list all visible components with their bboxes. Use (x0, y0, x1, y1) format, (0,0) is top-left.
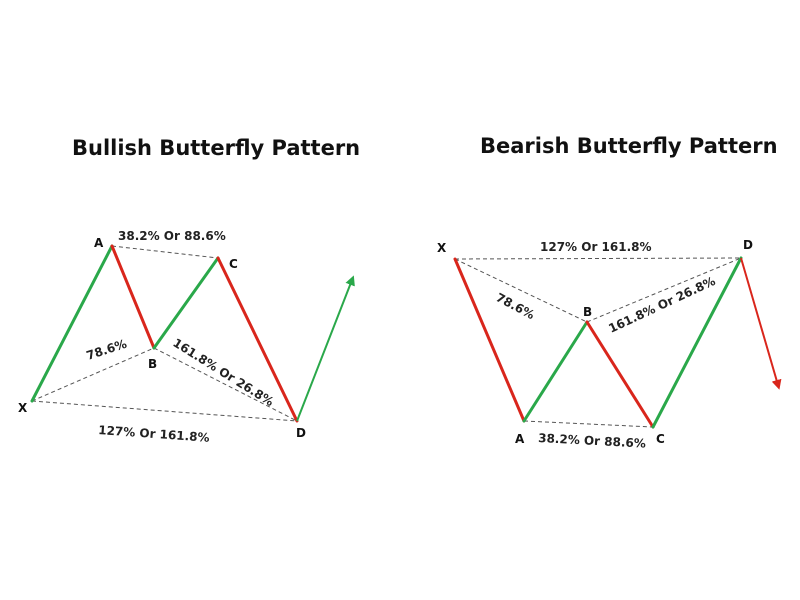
bullish-leg-ab (110, 244, 156, 350)
bearish-ac-dashed-line (523, 420, 654, 428)
bullish-xb-ratio: 78.6% (85, 337, 129, 363)
bearish-xb-ratio: 78.6% (494, 290, 537, 322)
bullish-xb-dashed-line (31, 347, 155, 402)
bearish-point-c: C (656, 432, 665, 446)
bearish-leg-cd (651, 256, 743, 429)
bullish-bd-dashed-line (153, 347, 298, 422)
bearish-leg-bc (585, 320, 655, 429)
bullish-leg-bc (152, 256, 220, 350)
bullish-point-d: D (296, 426, 306, 440)
bearish-bd-ratio: 161.8% Or 26.8% (606, 274, 717, 336)
bullish-point-a: A (94, 236, 104, 250)
bullish-xd-ratio: 127% Or 161.8% (98, 423, 210, 445)
bullish-ac-ratio: 38.2% Or 88.6% (118, 229, 226, 243)
bullish-leg-xa (30, 244, 114, 403)
bullish-point-c: C (229, 257, 238, 271)
bullish-projection-arrow (296, 275, 355, 422)
bearish-pattern: Bearish Butterfly Pattern X A B C D 127%… (437, 134, 782, 451)
bearish-title: Bearish Butterfly Pattern (480, 134, 778, 158)
bearish-point-d: D (743, 238, 753, 252)
bullish-point-b: B (148, 357, 157, 371)
bullish-title: Bullish Butterfly Pattern (72, 136, 360, 160)
bearish-point-a: A (515, 432, 525, 446)
bearish-leg-ab (522, 320, 589, 423)
bearish-ac-ratio: 38.2% Or 88.6% (538, 431, 646, 451)
bearish-bd-dashed-line (586, 257, 742, 323)
bearish-xd-dashed-line (454, 257, 742, 260)
bearish-point-x: X (437, 241, 447, 255)
bullish-pattern: Bullish Butterfly Pattern X A B C D 38.2… (18, 136, 360, 445)
bullish-leg-cd (216, 256, 299, 423)
bullish-xd-dashed-line (31, 400, 298, 422)
bearish-xd-ratio: 127% Or 161.8% (540, 240, 652, 254)
bearish-xb-dashed-line (454, 258, 588, 323)
bearish-point-b: B (583, 305, 592, 319)
bullish-ac-dashed-line (111, 245, 219, 259)
bullish-point-x: X (18, 401, 28, 415)
bearish-leg-xa (453, 257, 526, 423)
bearish-projection-arrow (740, 257, 782, 390)
